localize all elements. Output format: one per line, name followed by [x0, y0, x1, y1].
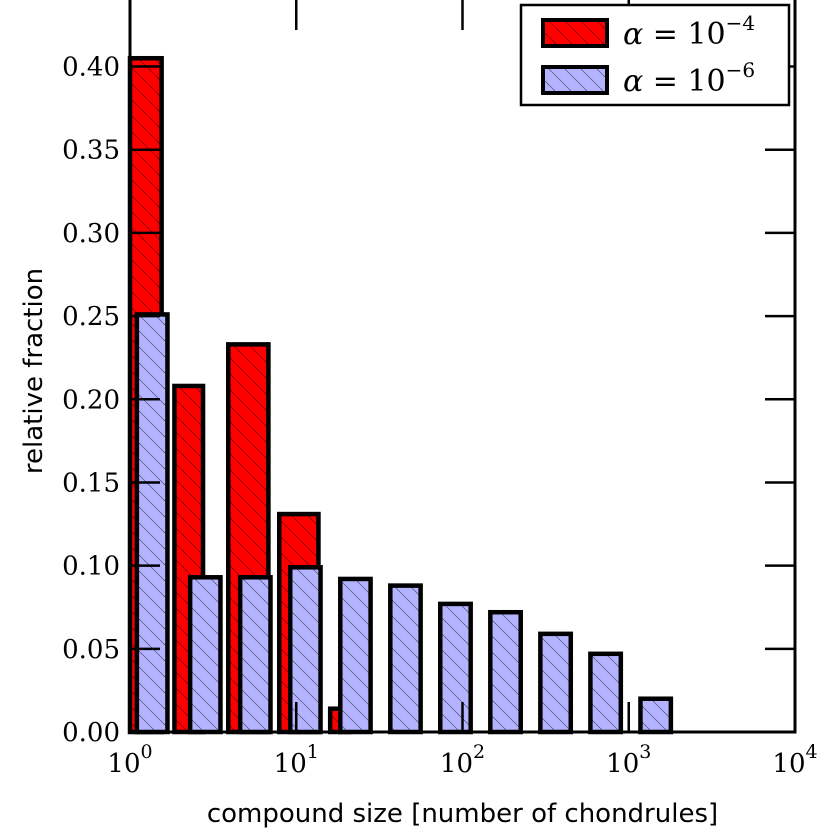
blue-series-bar-outline	[338, 576, 373, 735]
x-axis-label: compound size [number of chondrules]	[207, 799, 718, 829]
blue-series-bar-outline	[187, 575, 223, 735]
ticks-layer: 0.00 0.05 0.10 0.15 0.20 0.25 0.30 0.35 0.40 100 1…	[62, 0, 818, 779]
blue-series-bar-outline	[538, 631, 574, 735]
labels-layer: compound size [number of chondrules] rel…	[19, 268, 718, 829]
y-tick-label: 0.00	[62, 718, 120, 748]
legend-swatch-red-outline	[541, 18, 609, 48]
blue-series-bar	[388, 583, 423, 735]
blue-series-bar	[237, 575, 273, 735]
y-tick-label: 0.15	[62, 468, 120, 498]
blue-series-bar-outline	[134, 312, 170, 735]
legend-label-blue: α = 10−6	[623, 58, 755, 99]
y-tick-label: 0.30	[62, 219, 120, 249]
blue-series-bar	[338, 576, 373, 735]
bars-layer	[127, 55, 674, 735]
blue-series-bar-outline	[388, 583, 423, 735]
blue-series-bar-outline	[488, 609, 523, 735]
y-tick-label: 0.40	[62, 53, 120, 83]
blue-series-bar	[638, 696, 674, 735]
blue-series-bar	[488, 609, 523, 735]
blue-series-bar	[287, 565, 323, 735]
x-tick-label: 103	[606, 741, 651, 779]
legend-label-red: α = 10−4	[623, 11, 755, 52]
blue-series-bar	[588, 651, 624, 735]
blue-series-bar	[438, 601, 473, 735]
blue-series-bar-outline	[638, 696, 674, 735]
legend-swatch-blue-outline	[541, 65, 609, 95]
legend: α = 10−4 α = 10−6	[519, 3, 791, 107]
y-tick-label: 0.35	[62, 136, 120, 166]
x-tick-label: 101	[274, 741, 319, 779]
x-tick-label: 100	[107, 741, 152, 779]
y-tick-label: 0.20	[62, 385, 120, 415]
y-tick-label: 0.25	[62, 302, 120, 332]
y-tick-label: 0.05	[62, 635, 120, 665]
blue-series-bar-outline	[438, 601, 473, 735]
blue-series-bar	[134, 312, 170, 735]
x-tick-label: 104	[772, 741, 817, 779]
blue-series-bar-outline	[237, 575, 273, 735]
blue-series-bar-outline	[287, 565, 323, 735]
blue-series-bar	[187, 575, 223, 735]
blue-series-bar	[538, 631, 574, 735]
x-tick-label: 102	[440, 741, 485, 779]
y-tick-label: 0.10	[62, 552, 120, 582]
blue-series-bar-outline	[588, 651, 624, 735]
y-axis-label: relative fraction	[19, 268, 49, 474]
